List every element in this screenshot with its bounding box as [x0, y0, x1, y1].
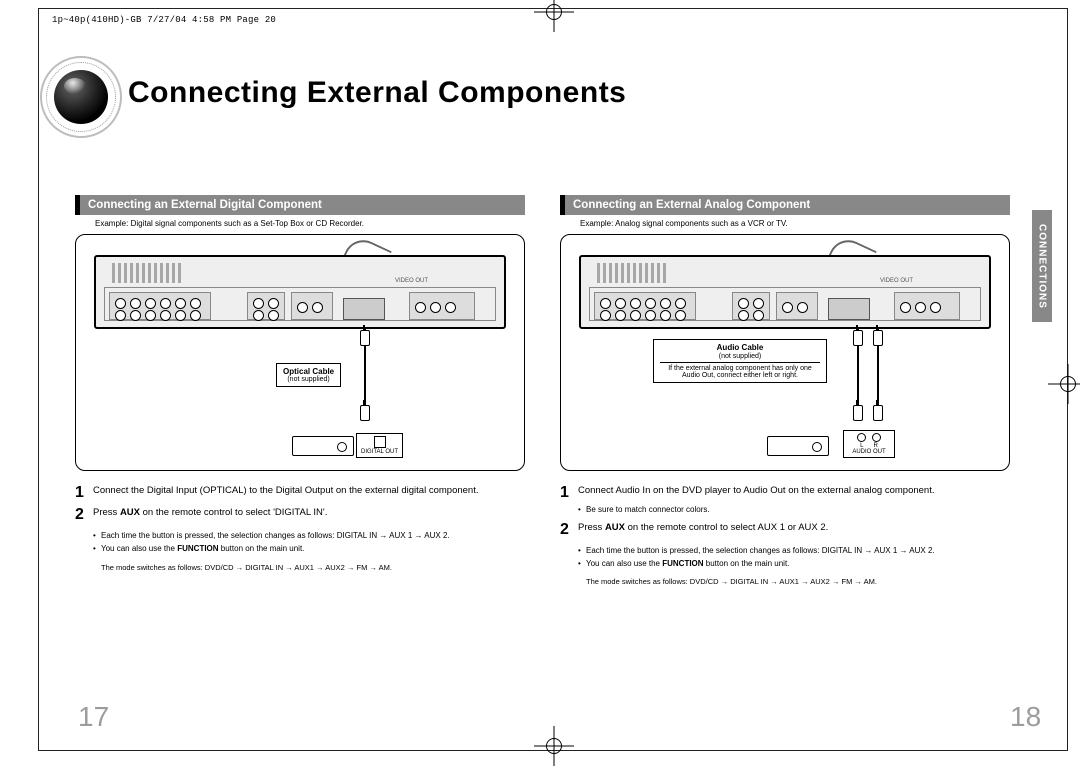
example-text: Example: Digital signal components such … [95, 219, 525, 228]
step-1: 1 Connect the Digital Input (OPTICAL) to… [75, 485, 525, 501]
bullet-selection: Each time the button is pressed, the sel… [578, 546, 1010, 557]
bullet-colors: Be sure to match connector colors. [578, 505, 1010, 516]
callout-title: Audio Cable [660, 343, 820, 352]
print-header: 1p~40p(410HD)-GB 7/27/04 4:58 PM Page 20 [52, 16, 276, 25]
registration-mark-bottom [540, 732, 568, 760]
section-title: Connecting an External Digital Component [88, 199, 322, 211]
step-2-text: Press AUX on the remote control to selec… [578, 522, 828, 538]
digital-out-label: DIGITAL OUT [361, 449, 398, 455]
optical-plug-bottom [360, 405, 370, 421]
callout-title: Optical Cable [283, 367, 334, 376]
audio-cable-callout: Audio Cable (not supplied) If the extern… [653, 339, 827, 383]
rca-plug-bottom-r [873, 405, 883, 421]
optical-plug-top [360, 330, 370, 346]
callout-sub: (not supplied) [283, 376, 334, 383]
mode-switches-text: The mode switches as follows: DVD/CD → D… [586, 577, 1010, 587]
digital-out-port: DIGITAL OUT [356, 433, 403, 458]
rca-plug-top-l [853, 330, 863, 346]
section-header-analog: Connecting an External Analog Component [560, 195, 1010, 215]
audio-out-label: AUDIO OUT [852, 449, 885, 455]
step-2-text: Press AUX on the remote control to selec… [93, 507, 327, 523]
step-2: 2 Press AUX on the remote control to sel… [560, 522, 1010, 538]
receiver-rear-panel: VIDEO OUT [94, 255, 506, 329]
step-2: 2 Press AUX on the remote control to sel… [75, 507, 525, 523]
callout-sub: (not supplied) [719, 353, 761, 360]
speaker-icon [40, 56, 122, 138]
rca-plug-bottom-l [853, 405, 863, 421]
section-header-digital: Connecting an External Digital Component [75, 195, 525, 215]
optical-cable-callout: Optical Cable (not supplied) [276, 363, 341, 387]
example-text: Example: Analog signal components such a… [580, 219, 1010, 228]
bullet-function: You can also use the FUNCTION button on … [578, 559, 1010, 570]
rca-plug-top-r [873, 330, 883, 346]
info-note: If the external analog component has onl… [660, 362, 820, 379]
registration-mark-top [540, 0, 568, 26]
page-title: Connecting External Components [128, 78, 626, 108]
bullet-selection: Each time the button is pressed, the sel… [93, 531, 525, 542]
step-1-text: Connect Audio In on the DVD player to Au… [578, 485, 935, 501]
section-tab: CONNECTIONS [1032, 210, 1052, 322]
registration-mark-right [1054, 370, 1080, 398]
bullet-function: You can also use the FUNCTION button on … [93, 544, 525, 555]
page-number-left: 17 [78, 701, 109, 733]
mode-switches-text: The mode switches as follows: DVD/CD → D… [101, 563, 525, 573]
section-tab-label: CONNECTIONS [1037, 224, 1048, 309]
digital-diagram: VIDEO OUT Optical Cable (not supplied) D… [75, 234, 525, 471]
step-1-text: Connect the Digital Input (OPTICAL) to t… [93, 485, 479, 501]
external-digital-device [292, 436, 354, 456]
section-title: Connecting an External Analog Component [573, 199, 810, 211]
external-analog-device [767, 436, 829, 456]
page-number-right: 18 [1010, 701, 1041, 733]
step-1: 1 Connect Audio In on the DVD player to … [560, 485, 1010, 501]
analog-diagram: VIDEO OUT Audio Cable (not supplied) If … [560, 234, 1010, 471]
receiver-rear-panel: VIDEO OUT [579, 255, 991, 329]
audio-out-port: L R AUDIO OUT [843, 430, 895, 458]
